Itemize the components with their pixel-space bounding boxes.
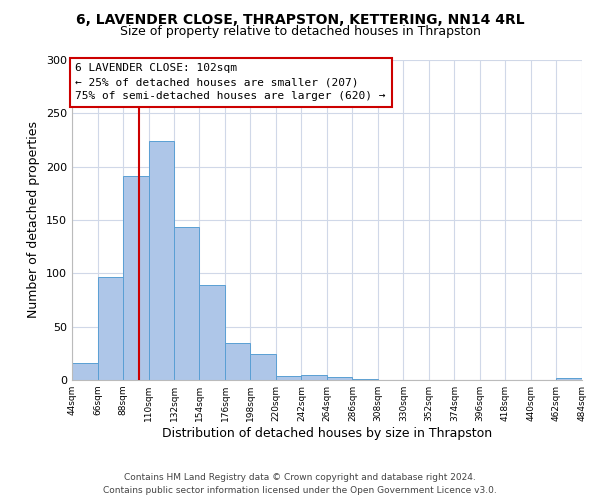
- Bar: [301, 374, 327, 380]
- Text: Size of property relative to detached houses in Thrapston: Size of property relative to detached ho…: [119, 25, 481, 38]
- Bar: [149, 141, 174, 380]
- Bar: [97, 276, 123, 380]
- Bar: [556, 378, 582, 380]
- Text: 6, LAVENDER CLOSE, THRAPSTON, KETTERING, NN14 4RL: 6, LAVENDER CLOSE, THRAPSTON, KETTERING,…: [76, 12, 524, 26]
- Bar: [225, 342, 251, 380]
- Bar: [327, 377, 352, 380]
- X-axis label: Distribution of detached houses by size in Thrapston: Distribution of detached houses by size …: [162, 427, 492, 440]
- Y-axis label: Number of detached properties: Number of detached properties: [28, 122, 40, 318]
- Text: 6 LAVENDER CLOSE: 102sqm
← 25% of detached houses are smaller (207)
75% of semi-: 6 LAVENDER CLOSE: 102sqm ← 25% of detach…: [76, 63, 386, 101]
- Bar: [174, 228, 199, 380]
- Bar: [72, 363, 97, 380]
- Bar: [123, 176, 149, 380]
- Bar: [199, 285, 225, 380]
- Text: Contains HM Land Registry data © Crown copyright and database right 2024.
Contai: Contains HM Land Registry data © Crown c…: [103, 474, 497, 495]
- Bar: [251, 354, 276, 380]
- Bar: [276, 376, 302, 380]
- Bar: [352, 379, 378, 380]
